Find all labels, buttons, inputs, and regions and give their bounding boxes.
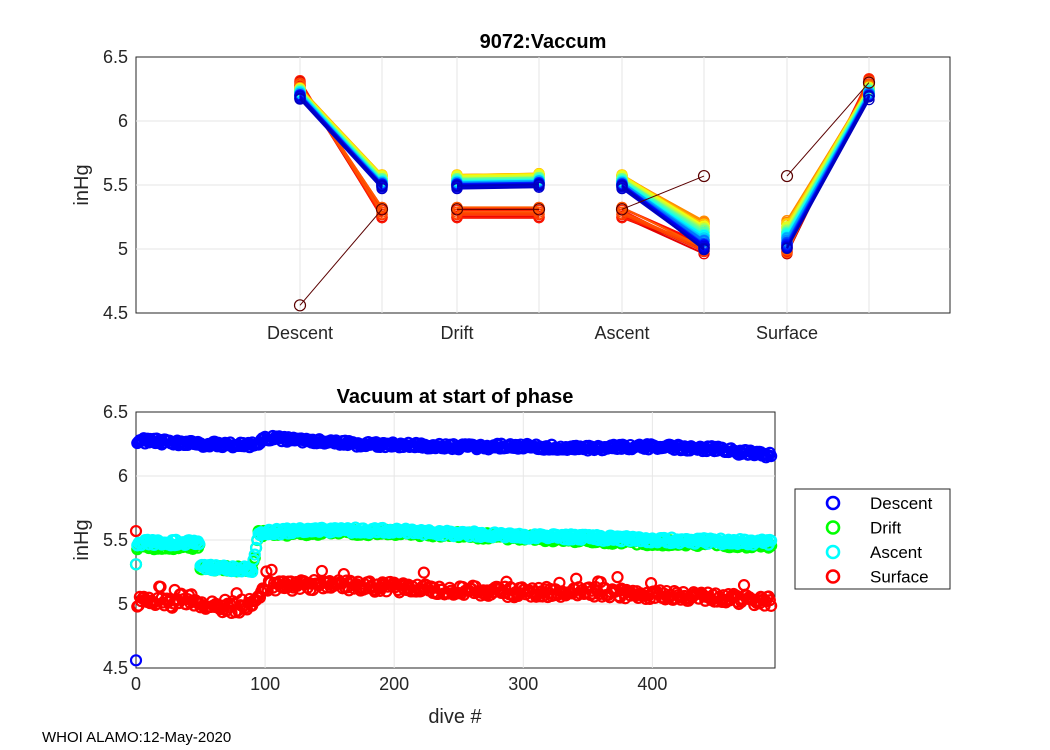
top-x-tick-label: Drift [441,323,474,343]
top-first-dive-point [532,203,546,216]
top-dive-point [451,182,463,195]
top-y-tick-label: 5.5 [103,175,128,195]
legend-marker-descent [825,495,841,511]
bottom-point-ascent [246,565,259,579]
bottom-x-tick-label: 100 [250,674,280,694]
bottom-point-ascent [248,548,261,561]
top-dive-point [781,242,793,255]
top-first-dive-point [697,169,711,183]
top-dive-line [456,186,540,190]
bottom-first-point-surface [129,524,143,538]
bottom-point-ascent [247,553,260,566]
bottom-y-tick-label: 6.5 [103,402,128,422]
bottom-y-tick-label: 6 [118,466,128,486]
top-dive-line [456,183,540,187]
top-dive-line [621,178,705,234]
bottom-scatter-points [129,429,778,667]
bottom-tick-labels: 4.5 5 5.5 6 6.5 0 100 200 300 400 [103,402,667,694]
top-dive-line [456,177,540,181]
top-dive-point [451,180,463,192]
bottom-point-surface [337,567,350,581]
legend-box [794,488,951,590]
top-x-tick-label: Descent [267,323,333,343]
bottom-point-ascent [765,534,778,547]
top-series-lines [293,73,876,312]
legend-label-surface: Surface [870,568,929,587]
top-y-tick-label: 5 [118,239,128,259]
top-dive-line [299,98,383,187]
top-dive-point [533,178,545,191]
top-y-tick-label: 6 [118,111,128,131]
top-tick-labels: 4.5 5 5.5 6 6.5 Descent Drift Ascent Surface [103,47,818,343]
legend-label-descent: Descent [870,494,933,513]
bottom-chart-title: Vacuum at start of phase [337,386,574,408]
legend-marker-surface [825,569,841,584]
top-dive-point [863,94,875,106]
legend-marker-drift [825,520,841,535]
bottom-point-surface [611,571,624,584]
bottom-first-point-ascent [129,558,143,571]
top-dive-line [456,184,540,189]
legend: Descent Drift Ascent Surface [794,488,951,590]
top-y-tick-label: 6.5 [103,47,128,67]
bottom-point-descent [765,450,778,463]
top-dive-line [621,184,705,251]
top-dive-point [294,93,306,105]
top-first-dive-line [621,175,705,210]
bottom-x-tick-label: 300 [508,674,538,694]
top-dive-point [376,182,388,195]
top-first-dive-point [375,203,389,216]
top-dive-point [376,180,388,192]
top-dive-line [621,206,705,249]
legend-label-drift: Drift [870,519,901,538]
top-first-dive-point [862,76,876,89]
top-first-dive-line [299,208,383,306]
bottom-x-tick-label: 400 [637,674,667,694]
top-y-axis-label: inHg [71,164,93,205]
top-first-dive-point [450,203,464,216]
top-x-tick-label: Surface [756,323,818,343]
top-dive-line [456,174,540,178]
bottom-plot: 4.5 5 5.5 6 6.5 0 100 200 300 400 Vacuum at start… [71,386,778,728]
top-dive-point [616,180,628,192]
bottom-y-tick-label: 4.5 [103,658,128,678]
bottom-y-tick-label: 5 [118,594,128,614]
bottom-y-tick-label: 5.5 [103,530,128,550]
top-first-dive-point [780,169,794,183]
top-first-dive-point [615,203,629,216]
bottom-x-axis-label: dive # [428,706,482,728]
legend-label-ascent: Ascent [870,543,922,562]
top-first-dive-line [786,82,870,177]
bottom-point-surface [265,563,278,576]
top-x-tick-label: Ascent [594,323,649,343]
top-first-dive-point [293,299,307,312]
top-dive-line [786,99,870,249]
bottom-y-axis-label: inHg [71,519,93,560]
footer-label: WHOI ALAMO:12-May-2020 [42,729,231,746]
bottom-point-surface [763,594,776,607]
top-dive-line [621,213,705,252]
bottom-point-ascent [249,541,263,554]
bottom-point-surface [765,599,778,612]
top-chart-title: 9072:Vaccum [480,31,607,53]
top-y-tick-label: 4.5 [103,303,128,323]
bottom-point-surface [315,564,328,578]
bottom-first-point-descent [129,654,143,667]
top-dive-point [698,244,710,256]
top-dive-line [621,211,705,250]
bottom-point-surface [154,580,167,593]
top-dive-point [533,181,545,193]
top-plot: 4.5 5 5.5 6 6.5 Descent Drift Ascent Surface 907… [71,31,951,343]
bottom-point-surface [417,566,430,579]
bottom-x-tick-label: 0 [131,674,141,694]
legend-marker-ascent [825,544,841,560]
bottom-point-ascent [193,537,206,551]
bottom-x-tick-label: 200 [379,674,409,694]
